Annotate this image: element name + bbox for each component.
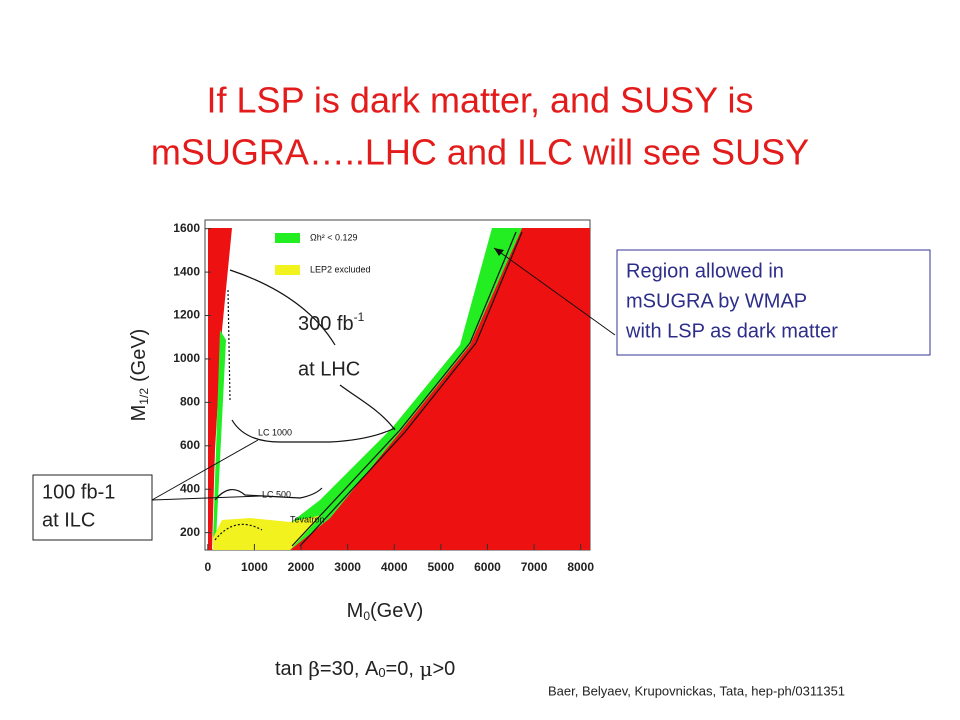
x-tick-label: 3000 — [334, 560, 361, 574]
wmap-text: Region allowed in — [626, 260, 784, 282]
legend-swatch — [275, 233, 300, 243]
ilc-text: 100 fb-1 — [42, 481, 115, 503]
y-label-part: M — [128, 405, 150, 422]
caption: tan β=30, A0=0, μ>0 — [275, 657, 455, 681]
x-label-part: M — [347, 600, 364, 622]
y-tick-label: 1000 — [173, 351, 200, 365]
lhc-annotation: 300 fb-1 — [298, 310, 365, 335]
legend-swatch — [275, 265, 300, 275]
excluded-region — [208, 228, 232, 550]
title-line: If LSP is dark matter, and SUSY is — [207, 80, 754, 121]
ilc-box — [32, 474, 153, 541]
ilc-text: at ILC — [42, 509, 95, 531]
caption-part: =30, A — [320, 658, 379, 680]
y-tick-label: 1400 — [173, 264, 200, 278]
allowed-band — [255, 228, 522, 550]
y-tick-label: 400 — [180, 481, 200, 495]
y-tick-label: 800 — [180, 395, 200, 409]
lhc-exp: -1 — [354, 310, 365, 324]
y-tick-label: 1600 — [173, 221, 200, 235]
plot: Ωh² < 0.129 LEP2 excluded LC 1000 LC 500… — [173, 219, 594, 574]
x-tick-label: 7000 — [521, 560, 548, 574]
x-tick-label: 5000 — [427, 560, 454, 574]
y-axis-label: M1/2 (GeV) — [128, 329, 151, 422]
x-tick-label: 6000 — [474, 560, 501, 574]
caption-part: >0 — [432, 658, 455, 680]
title-line: mSUGRA…..LHC and ILC will see SUSY — [151, 132, 809, 173]
wmap-text: mSUGRA by WMAP — [626, 290, 807, 312]
y-label-sub: 1/2 — [137, 388, 151, 405]
legend-label: LEP2 excluded — [310, 264, 371, 274]
wmap-box — [616, 249, 931, 356]
caption-part: μ — [419, 657, 432, 681]
citation: Baer, Belyaev, Krupovnickas, Tata, hep-p… — [548, 683, 845, 698]
lc500-curve — [214, 487, 323, 501]
x-tick-label: 8000 — [567, 560, 594, 574]
curve-label: Tevatron — [290, 514, 325, 524]
y-tick-label: 200 — [180, 525, 200, 539]
allowed-band — [213, 330, 226, 540]
y-tick-label: 1200 — [173, 308, 200, 322]
arrow — [493, 247, 616, 336]
lhc-curve — [229, 269, 336, 346]
wmap-text: with LSP as dark matter — [625, 320, 838, 342]
boundary-curve — [291, 231, 517, 547]
x-tick-label: 2000 — [288, 560, 315, 574]
curve-label: LC 1000 — [258, 427, 292, 437]
tevatron-curve — [214, 523, 263, 541]
y-label-part: (GeV) — [128, 329, 150, 382]
caption-part: =0, — [386, 658, 420, 680]
caption-sub: 0 — [378, 665, 385, 680]
lhc-curve — [339, 384, 396, 431]
lhc-lumi: 300 fb — [298, 313, 354, 335]
caption-part: tan — [275, 658, 308, 680]
arrow — [151, 495, 263, 501]
x-tick-label: 0 — [204, 560, 211, 574]
lhc-annotation: at LHC — [298, 358, 360, 380]
arrow — [151, 439, 259, 501]
legend-label: Ωh² < 0.129 — [310, 232, 358, 242]
x-label-sub: 0 — [363, 609, 370, 623]
x-label-part: (GeV) — [370, 600, 423, 622]
caption-part: β — [308, 657, 320, 681]
x-tick-label: 1000 — [241, 560, 268, 574]
arrowhead — [494, 248, 504, 256]
boundary-curve — [299, 231, 523, 547]
y-tick-label: 600 — [180, 438, 200, 452]
x-tick-label: 4000 — [381, 560, 408, 574]
lc1000-curve — [231, 419, 396, 443]
curve-label: LC 500 — [262, 489, 291, 499]
lep2-region — [213, 515, 322, 550]
x-axis-label: M0(GeV) — [347, 600, 424, 623]
